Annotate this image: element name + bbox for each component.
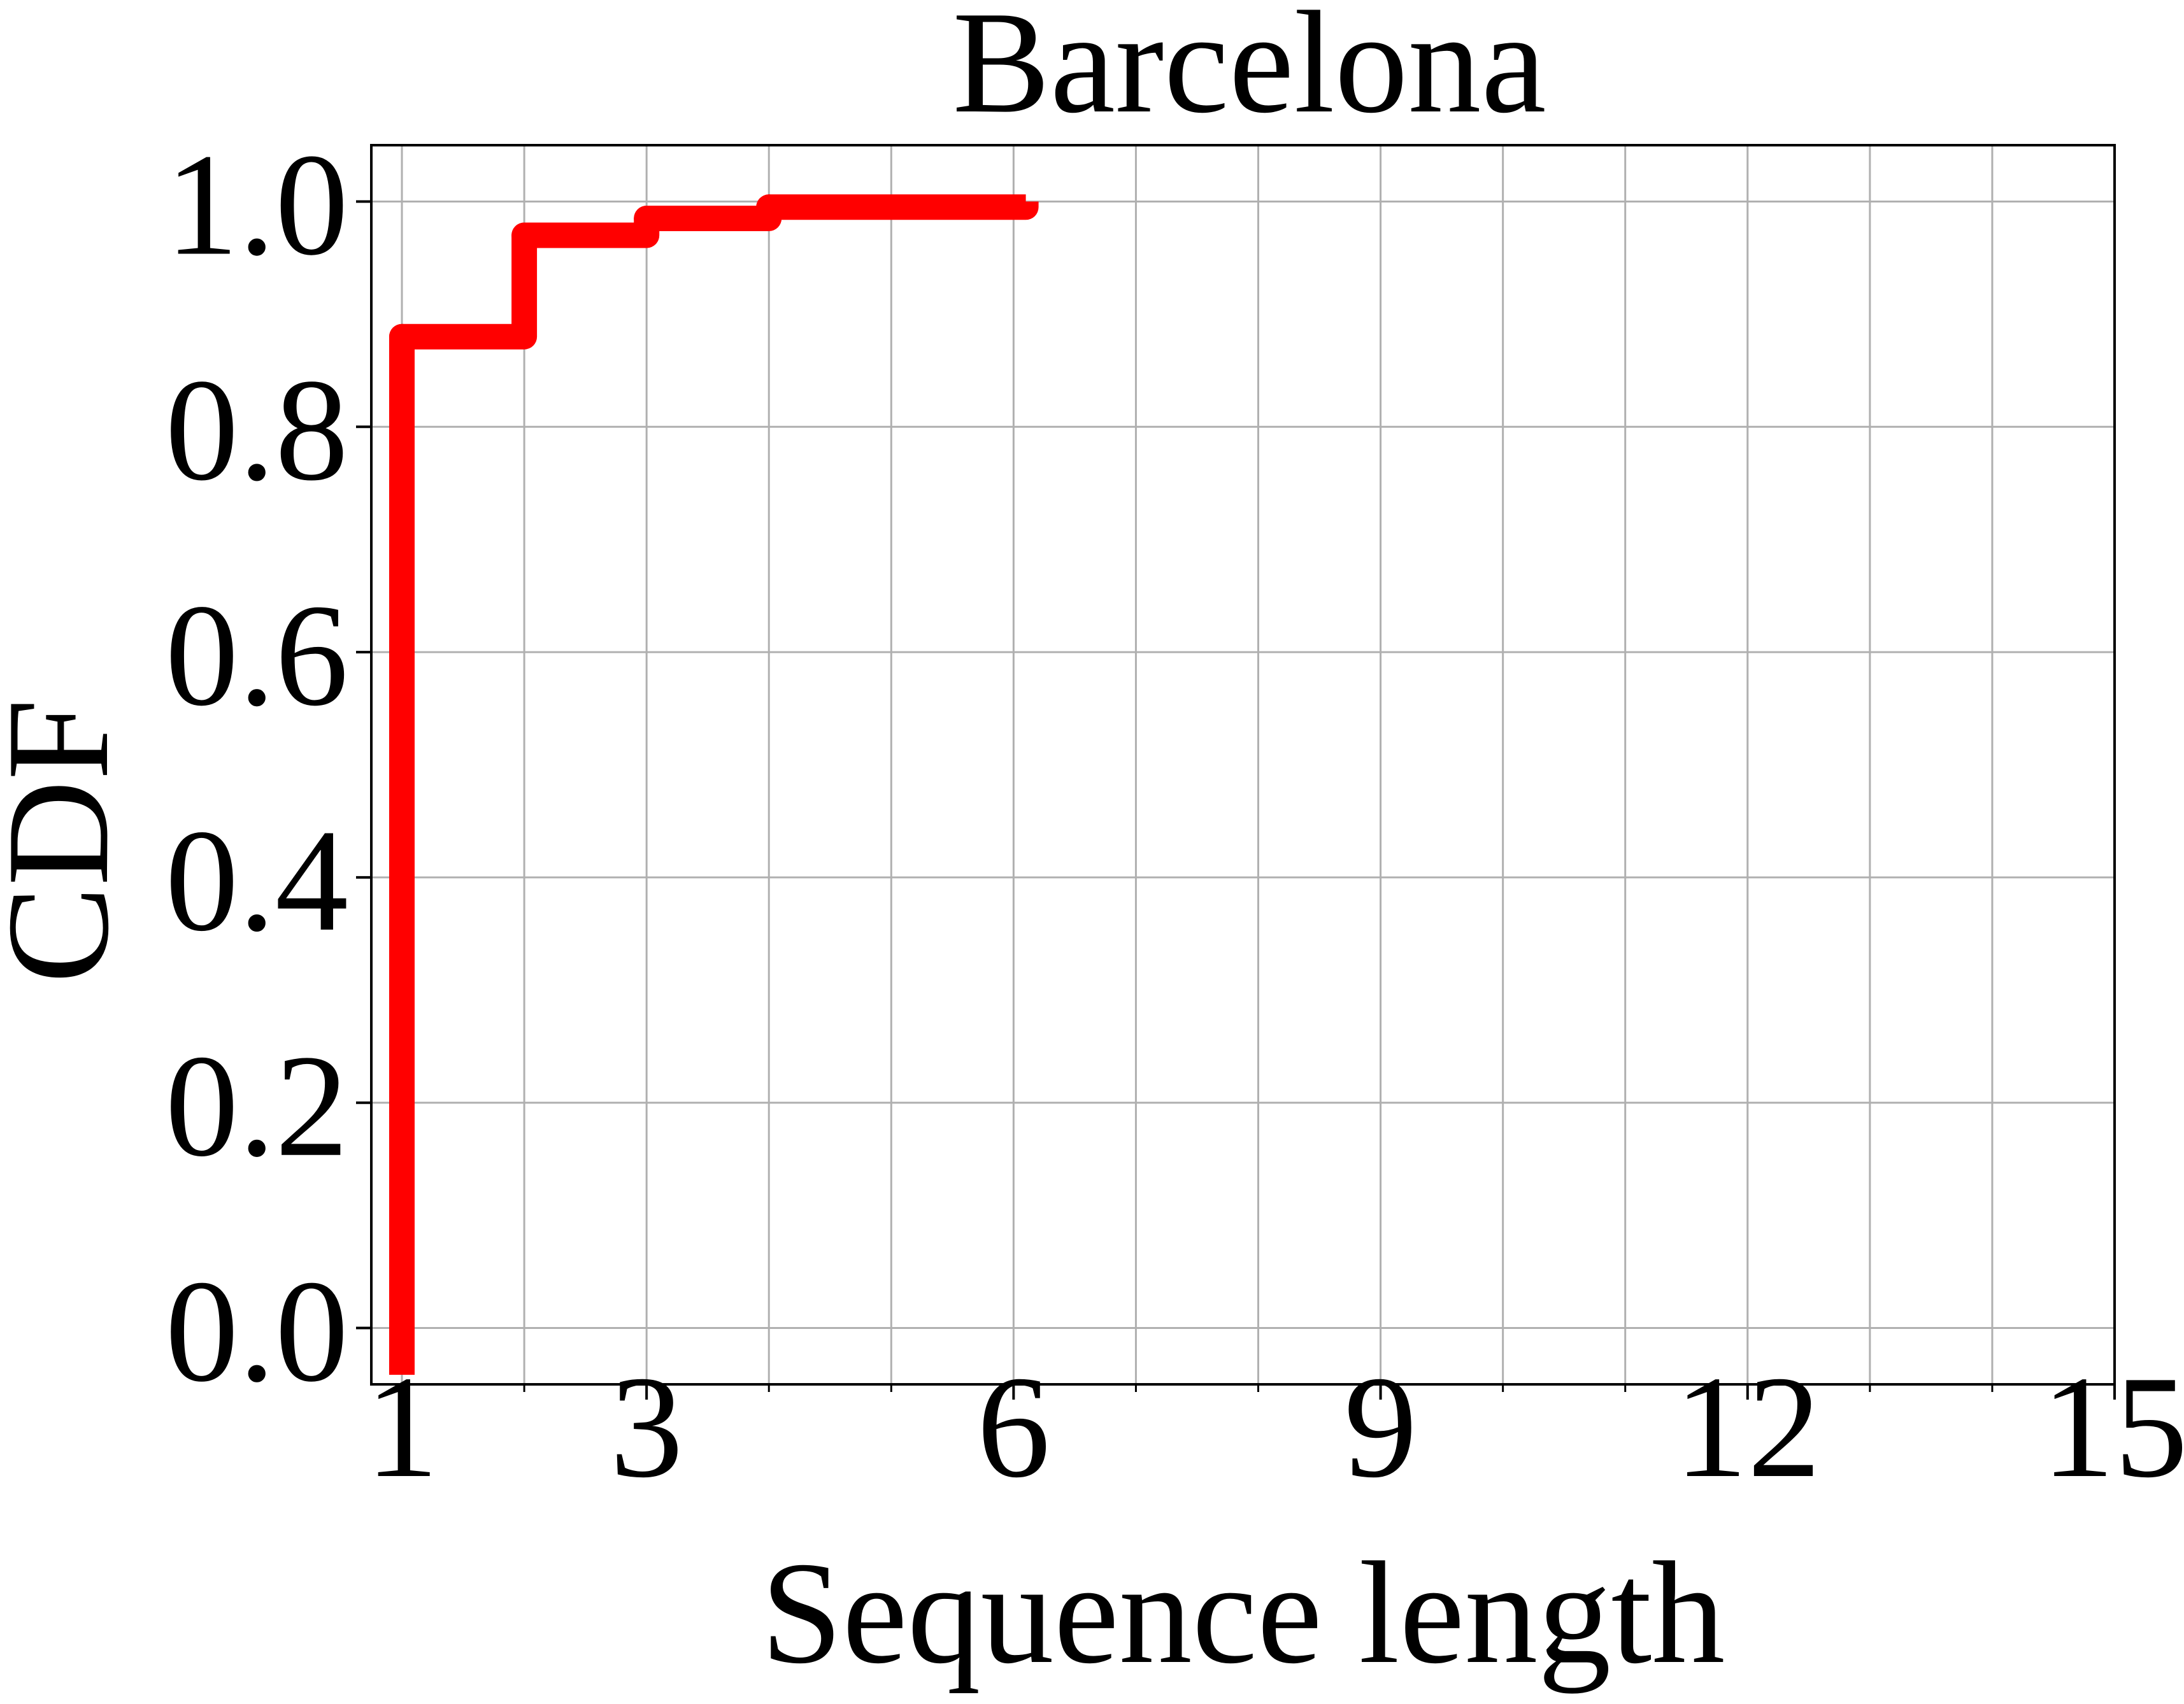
- y-tick-label-0_8: 0.8: [166, 348, 349, 511]
- series-line-0: [402, 202, 1026, 1375]
- y-tick-label-1: 1.0: [166, 123, 349, 285]
- x-axis-label: Sequence length: [761, 1531, 1725, 1694]
- series-point-0-0: [389, 324, 415, 350]
- x-tick-label-1: 1: [366, 1345, 439, 1508]
- y-tick-label-0_2: 0.2: [166, 1025, 349, 1187]
- y-tick-label-0_4: 0.4: [166, 799, 349, 962]
- y-tick-label-0_6: 0.6: [166, 574, 349, 736]
- grid: [371, 145, 2115, 1384]
- x-tick-label-15: 15: [2041, 1345, 2184, 1508]
- plot-frame: [371, 145, 2115, 1384]
- x-tick-label-9: 9: [1344, 1345, 1417, 1508]
- series-point-0-3: [756, 194, 782, 220]
- series-layer: [389, 194, 1026, 1375]
- y-axis-label: CDF: [0, 699, 139, 983]
- x-tick-label-12: 12: [1674, 1345, 1821, 1508]
- x-tick-label-3: 3: [610, 1345, 683, 1508]
- series-point-0-2: [634, 206, 659, 231]
- x-tick-label-6: 6: [977, 1345, 1050, 1508]
- series-point-0-1: [511, 223, 537, 248]
- chart-title: Barcelona: [952, 0, 1546, 143]
- y-tick-label-0: 0.0: [166, 1250, 349, 1412]
